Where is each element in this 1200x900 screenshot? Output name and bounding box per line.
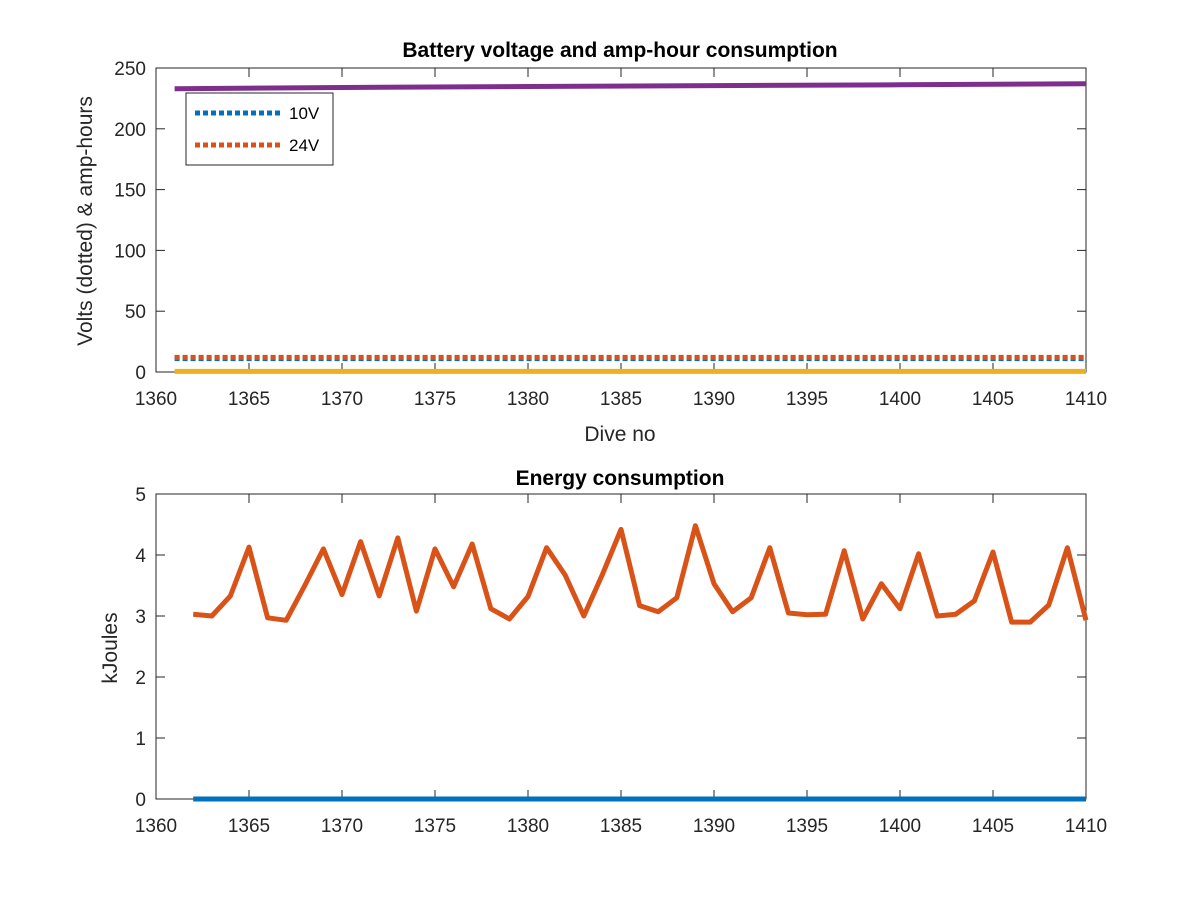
energy-x-tick-label: 1400	[879, 816, 921, 837]
voltage-y-tick-label: 250	[114, 59, 146, 80]
voltage-panel: Battery voltage and amp-hour consumption…	[74, 39, 1107, 446]
voltage-x-tick-label: 1395	[786, 389, 828, 410]
voltage-x-tick-label: 1405	[972, 389, 1014, 410]
voltage-y-tick-labels: 0 50 100 150 200 250	[114, 59, 146, 384]
voltage-x-tick-label: 1360	[135, 389, 177, 410]
energy-series-1-line	[192, 523, 1089, 625]
voltage-x-tick-label: 1365	[228, 389, 270, 410]
voltage-y-tick-label: 200	[114, 120, 146, 141]
energy-y-tick-label: 1	[135, 729, 146, 750]
voltage-x-tick-label: 1390	[693, 389, 735, 410]
energy-x-tick-label: 1385	[600, 816, 642, 837]
energy-plot-area	[155, 493, 1089, 802]
energy-x-tick-label: 1365	[228, 816, 270, 837]
energy-x-tick-label: 1395	[786, 816, 828, 837]
voltage-y-tick-label: 0	[135, 363, 146, 384]
voltage-y-tick-label: 50	[125, 302, 146, 323]
voltage-x-tick-label: 1370	[321, 389, 363, 410]
energy-panel: Energy consumption 1360 1365 1370 1375 1380 1…	[99, 467, 1107, 837]
voltage-x-tick-labels: 1360 1365 1370 1375 1380 1385 1390 1395 1400 1405…	[135, 389, 1107, 410]
voltage-legend: 10V 24V	[185, 92, 334, 166]
voltage-x-tick-label: 1385	[600, 389, 642, 410]
voltage-x-tick-label: 1410	[1065, 389, 1107, 410]
voltage-plot-area	[155, 67, 1087, 374]
energy-y-tick-label: 4	[135, 546, 146, 567]
voltage-y-tick-label: 150	[114, 181, 146, 202]
energy-x-tick-labels: 1360 1365 1370 1375 1380 1385 1390 1395 1400 1405…	[135, 816, 1107, 837]
energy-x-tick-label: 1410	[1065, 816, 1107, 837]
energy-chart-title: Energy consumption	[516, 467, 725, 490]
energy-x-tick-label: 1360	[135, 816, 177, 837]
energy-y-tick-label: 2	[135, 668, 146, 689]
voltage-x-tick-label: 1380	[507, 389, 549, 410]
legend-24v-label: 24V	[289, 136, 320, 155]
voltage-series-2-line	[174, 81, 1087, 92]
legend-10v-label: 10V	[289, 104, 320, 123]
energy-y-axis-label: kJoules	[99, 612, 122, 683]
voltage-y-axis-label: Volts (dotted) & amp-hours	[74, 96, 97, 346]
voltage-x-tick-label: 1375	[414, 389, 456, 410]
voltage-chart-title: Battery voltage and amp-hour consumption	[402, 39, 837, 62]
energy-x-tick-label: 1375	[414, 816, 456, 837]
energy-x-tick-label: 1370	[321, 816, 363, 837]
legend-box	[185, 92, 334, 166]
energy-y-tick-label: 5	[135, 485, 146, 506]
voltage-x-tick-label: 1400	[879, 389, 921, 410]
energy-y-tick-labels: 0 1 2 3 4 5	[135, 485, 146, 811]
energy-y-tick-label: 3	[135, 607, 146, 628]
energy-x-tick-label: 1380	[507, 816, 549, 837]
voltage-y-tick-label: 100	[114, 241, 146, 262]
energy-x-tick-label: 1390	[693, 816, 735, 837]
voltage-x-axis-label: Dive no	[584, 423, 655, 446]
energy-x-tick-label: 1405	[972, 816, 1014, 837]
energy-y-tick-label: 0	[135, 790, 146, 811]
